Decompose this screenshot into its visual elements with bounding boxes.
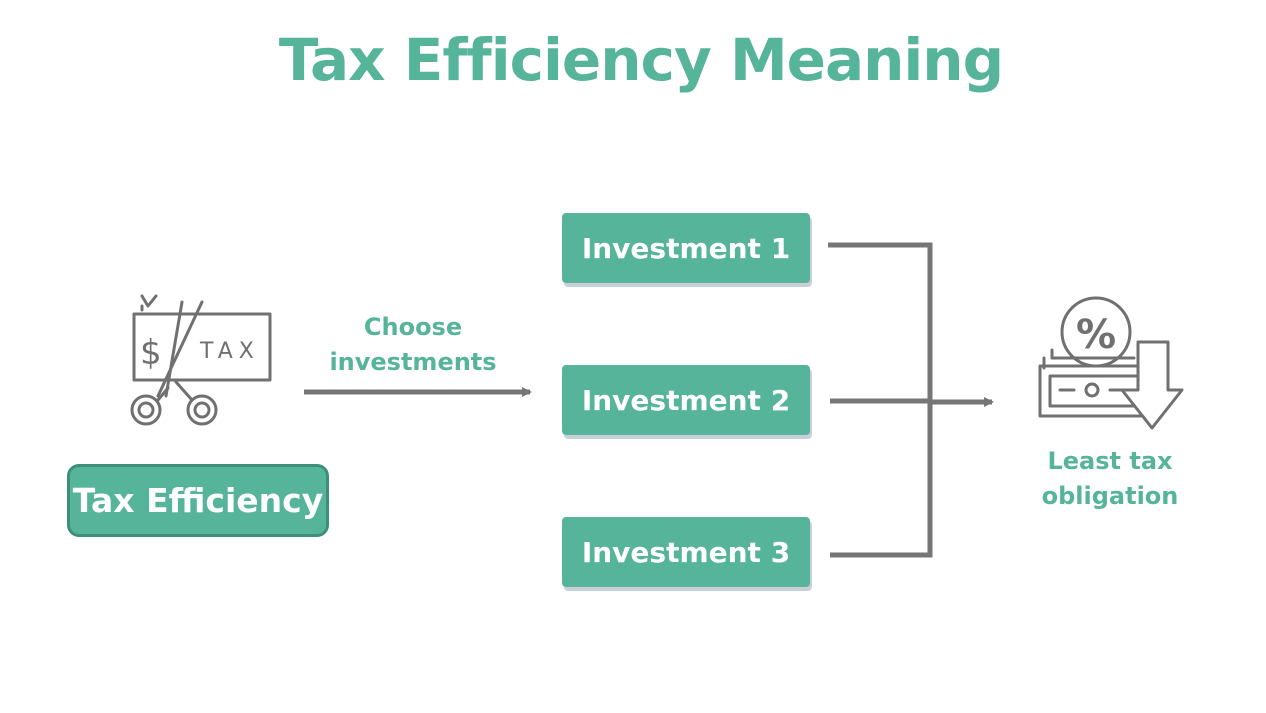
investment-1-node: Investment 1 <box>562 213 810 283</box>
investment-3-node: Investment 3 <box>562 517 810 587</box>
percent-money-down-arrow-icon: % <box>1038 296 1184 430</box>
scissors-cutting-tax-icon: $ TAX <box>130 294 272 426</box>
tax-efficiency-node: Tax Efficiency <box>67 464 329 537</box>
dollar-sign-text: $ <box>140 333 162 373</box>
investment-2-node: Investment 2 <box>562 365 810 435</box>
tax-stamp-text: TAX <box>199 339 260 364</box>
page-title: Tax Efficiency Meaning <box>278 26 1004 94</box>
percent-sign-text: % <box>1076 312 1116 358</box>
least-tax-obligation-label: Least tax obligation <box>1041 447 1179 510</box>
choose-investments-label: Choose investments <box>329 313 497 376</box>
